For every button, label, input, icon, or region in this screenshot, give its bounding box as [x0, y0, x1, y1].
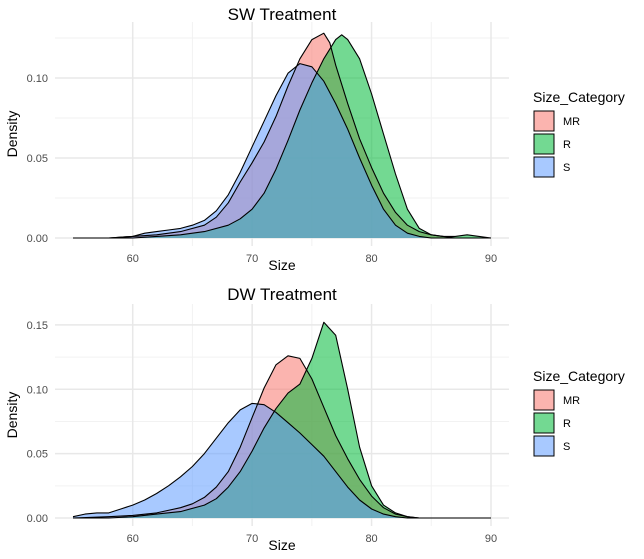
density-area-s: [73, 403, 491, 518]
legend: Size_Category MR RS: [533, 89, 625, 178]
y-tick-label: 0.05: [27, 153, 48, 165]
density-line-s: [72, 402, 491, 519]
legend-title: Size_Category: [533, 368, 625, 384]
density-line-s: [73, 63, 491, 239]
y-tick-label: 0.00: [27, 513, 48, 525]
legend-label-s: S: [563, 162, 570, 174]
x-axis-title: Size: [268, 537, 295, 553]
legend: Size_Category MR RS: [533, 368, 625, 457]
legend-label-s: S: [563, 441, 570, 453]
legend-key-r: [533, 133, 555, 155]
chart-title: DW Treatment: [227, 285, 337, 304]
y-axis-title: Density: [4, 111, 20, 158]
x-tick-label: 80: [365, 533, 377, 545]
chart-title: SW Treatment: [228, 5, 337, 24]
legend-key-mr: [533, 110, 555, 132]
legend-title: Size_Category: [533, 89, 625, 105]
density-line-mr: [73, 32, 491, 239]
x-tick-label: 70: [246, 253, 258, 265]
y-tick-label: 0.10: [27, 384, 48, 396]
y-tick-label: 0.05: [27, 449, 48, 461]
legend-label-mr: MR: [563, 395, 580, 407]
legend-key-s: [533, 435, 555, 457]
x-axis-title: Size: [268, 257, 295, 273]
density-line-mr: [72, 355, 491, 519]
density-line-r: [73, 321, 491, 519]
chart-panel-2: 60 70 80 90 0.00 0.05 0.10 0.15 DW Treatment Size…: [4, 285, 625, 553]
y-tick-label: 0.00: [27, 233, 48, 245]
y-tick-label: 0.15: [27, 320, 48, 332]
legend-key-mr: [533, 389, 555, 411]
x-tick-label: 90: [485, 253, 497, 265]
chart-panel-1: 60 70 80 90 0.00 0.05 0.10 SW Treatment Size Dens…: [4, 5, 625, 273]
x-tick-label: 60: [127, 533, 139, 545]
density-line-r: [73, 34, 492, 239]
density-area-r: [73, 34, 491, 238]
density-area-s: [73, 63, 491, 238]
y-tick-label: 0.10: [27, 73, 48, 85]
legend-label-mr: MR: [563, 116, 580, 128]
legend-label-r: R: [563, 418, 571, 430]
x-tick-label: 80: [365, 253, 377, 265]
y-axis-title: Density: [4, 392, 20, 439]
x-tick-label: 70: [246, 533, 258, 545]
legend-label-r: R: [563, 139, 571, 151]
x-tick-label: 60: [127, 253, 139, 265]
legend-key-r: [533, 412, 555, 434]
x-tick-label: 90: [485, 533, 497, 545]
legend-key-s: [533, 156, 555, 178]
